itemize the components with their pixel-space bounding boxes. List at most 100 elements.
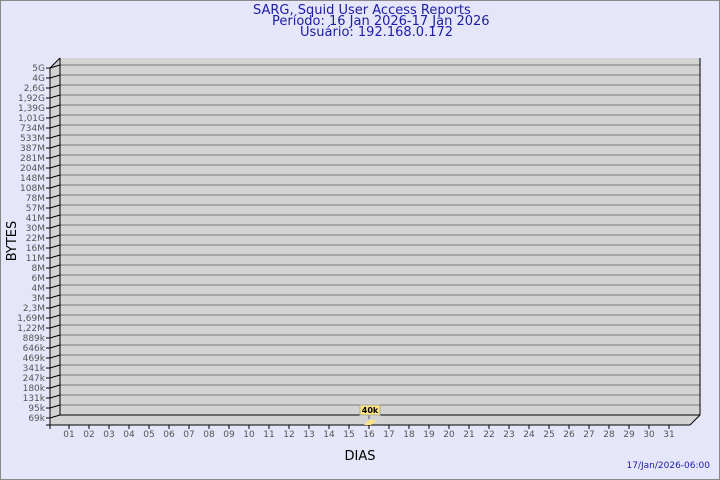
x-tick-label: 30	[643, 430, 655, 440]
x-tick-label: 11	[263, 430, 274, 440]
y-tick-label: 180k	[23, 384, 46, 394]
y-tick-label: 341k	[23, 364, 46, 374]
x-tick-label: 21	[463, 430, 474, 440]
x-tick-label: 18	[403, 430, 415, 440]
side-grid-line	[49, 274, 61, 279]
side-grid-line	[49, 404, 61, 409]
x-tick-label: 20	[443, 430, 455, 440]
x-tick-label: 07	[183, 430, 194, 440]
side-grid-line	[49, 324, 61, 329]
y-tick-label: 204M	[20, 164, 45, 174]
x-tick-label: 22	[483, 430, 494, 440]
side-grid-line	[49, 74, 61, 79]
x-tick-label: 31	[663, 430, 674, 440]
y-tick-label: 2,6G	[24, 84, 45, 94]
side-grid-line	[49, 334, 61, 339]
y-tick-label: 30M	[26, 224, 45, 234]
side-grid-line	[49, 84, 61, 89]
x-tick-label: 27	[583, 430, 594, 440]
x-tick-label: 15	[343, 430, 354, 440]
chart-title: SARG, Squid User Access Reports	[253, 3, 471, 18]
y-axis-label: BYTES	[5, 221, 20, 262]
side-grid-line	[49, 374, 61, 379]
floor-right-edge	[689, 414, 701, 426]
y-tick-label: 69k	[28, 414, 45, 424]
generated-timestamp: 17/Jan/2026-06:00	[626, 461, 710, 471]
y-tick-label: 1,69M	[17, 314, 45, 324]
side-grid-line	[49, 384, 61, 389]
bar-day-16	[364, 420, 377, 425]
x-tick-label: 19	[423, 430, 435, 440]
x-tick-label: 04	[123, 430, 135, 440]
side-grid-line	[49, 114, 61, 119]
side-grid-line	[49, 224, 61, 229]
side-grid-line	[49, 244, 61, 249]
y-tick-label: 734M	[20, 124, 45, 134]
y-tick-label: 8M	[32, 264, 46, 274]
y-tick-label: 1,01G	[18, 114, 45, 124]
x-tick-label: 05	[143, 430, 154, 440]
side-grid-line	[49, 364, 61, 369]
x-tick-label: 09	[223, 430, 235, 440]
x-tick-label: 10	[243, 430, 255, 440]
side-grid-line	[49, 134, 61, 139]
x-tick-label: 01	[63, 430, 74, 440]
y-tick-label: 78M	[26, 194, 45, 204]
y-tick-label: 1,22M	[17, 324, 45, 334]
side-grid-line	[49, 164, 61, 169]
y-tick-label: 4G	[32, 74, 45, 84]
x-tick-label: 28	[603, 430, 615, 440]
side-grid-line	[49, 354, 61, 359]
side-grid-line	[49, 214, 61, 219]
y-tick-label: 469k	[23, 354, 46, 364]
y-tick-label: 41M	[26, 214, 45, 224]
x-tick-label: 24	[523, 430, 535, 440]
side-grid-line	[49, 104, 61, 109]
side-grid-line	[49, 284, 61, 289]
y-tick-label: 387M	[20, 144, 45, 154]
y-tick-label: 1,39G	[18, 104, 45, 114]
y-tick-label: 2,3M	[23, 304, 45, 314]
side-grid-line	[49, 94, 61, 99]
side-grid-line	[49, 394, 61, 399]
x-tick-label: 14	[323, 430, 335, 440]
x-tick-label: 29	[623, 430, 635, 440]
side-grid-line	[49, 314, 61, 319]
plot-background	[50, 58, 700, 425]
y-tick-label: 6M	[32, 274, 46, 284]
y-tick-label: 108M	[20, 184, 45, 194]
y-tick-label: 281M	[20, 154, 45, 164]
y-tick-label: 22M	[26, 234, 45, 244]
side-grid-line	[49, 264, 61, 269]
side-grid-line	[49, 174, 61, 179]
y-tick-label: 1,92G	[18, 94, 45, 104]
side-grid-line	[49, 124, 61, 129]
x-tick-label: 02	[83, 430, 94, 440]
data-label: 40k	[362, 406, 379, 415]
y-tick-label: 646k	[23, 344, 46, 354]
side-grid-line	[49, 184, 61, 189]
x-tick-label: 23	[503, 430, 514, 440]
data-label-box	[359, 404, 381, 416]
x-tick-label: 13	[303, 430, 314, 440]
x-tick-label: 26	[563, 430, 575, 440]
side-grid-line	[49, 234, 61, 239]
y-tick-label: 247k	[23, 374, 46, 384]
side-grid-line	[49, 154, 61, 159]
y-tick-label: 131k	[23, 394, 46, 404]
side-top-edge	[49, 57, 61, 69]
y-tick-label: 16M	[26, 244, 45, 254]
y-tick-label: 4M	[32, 284, 46, 294]
x-tick-label: 12	[283, 430, 294, 440]
side-grid-line	[49, 64, 61, 69]
y-tick-label: 3M	[32, 294, 46, 304]
x-tick-label: 08	[203, 430, 215, 440]
x-tick-label: 25	[543, 430, 554, 440]
side-grid-line	[49, 144, 61, 149]
y-tick-label: 11M	[26, 254, 45, 264]
x-tick-label: 03	[103, 430, 114, 440]
y-tick-label: 533M	[20, 134, 45, 144]
y-tick-label: 5G	[32, 64, 45, 74]
side-grid-line	[49, 204, 61, 209]
